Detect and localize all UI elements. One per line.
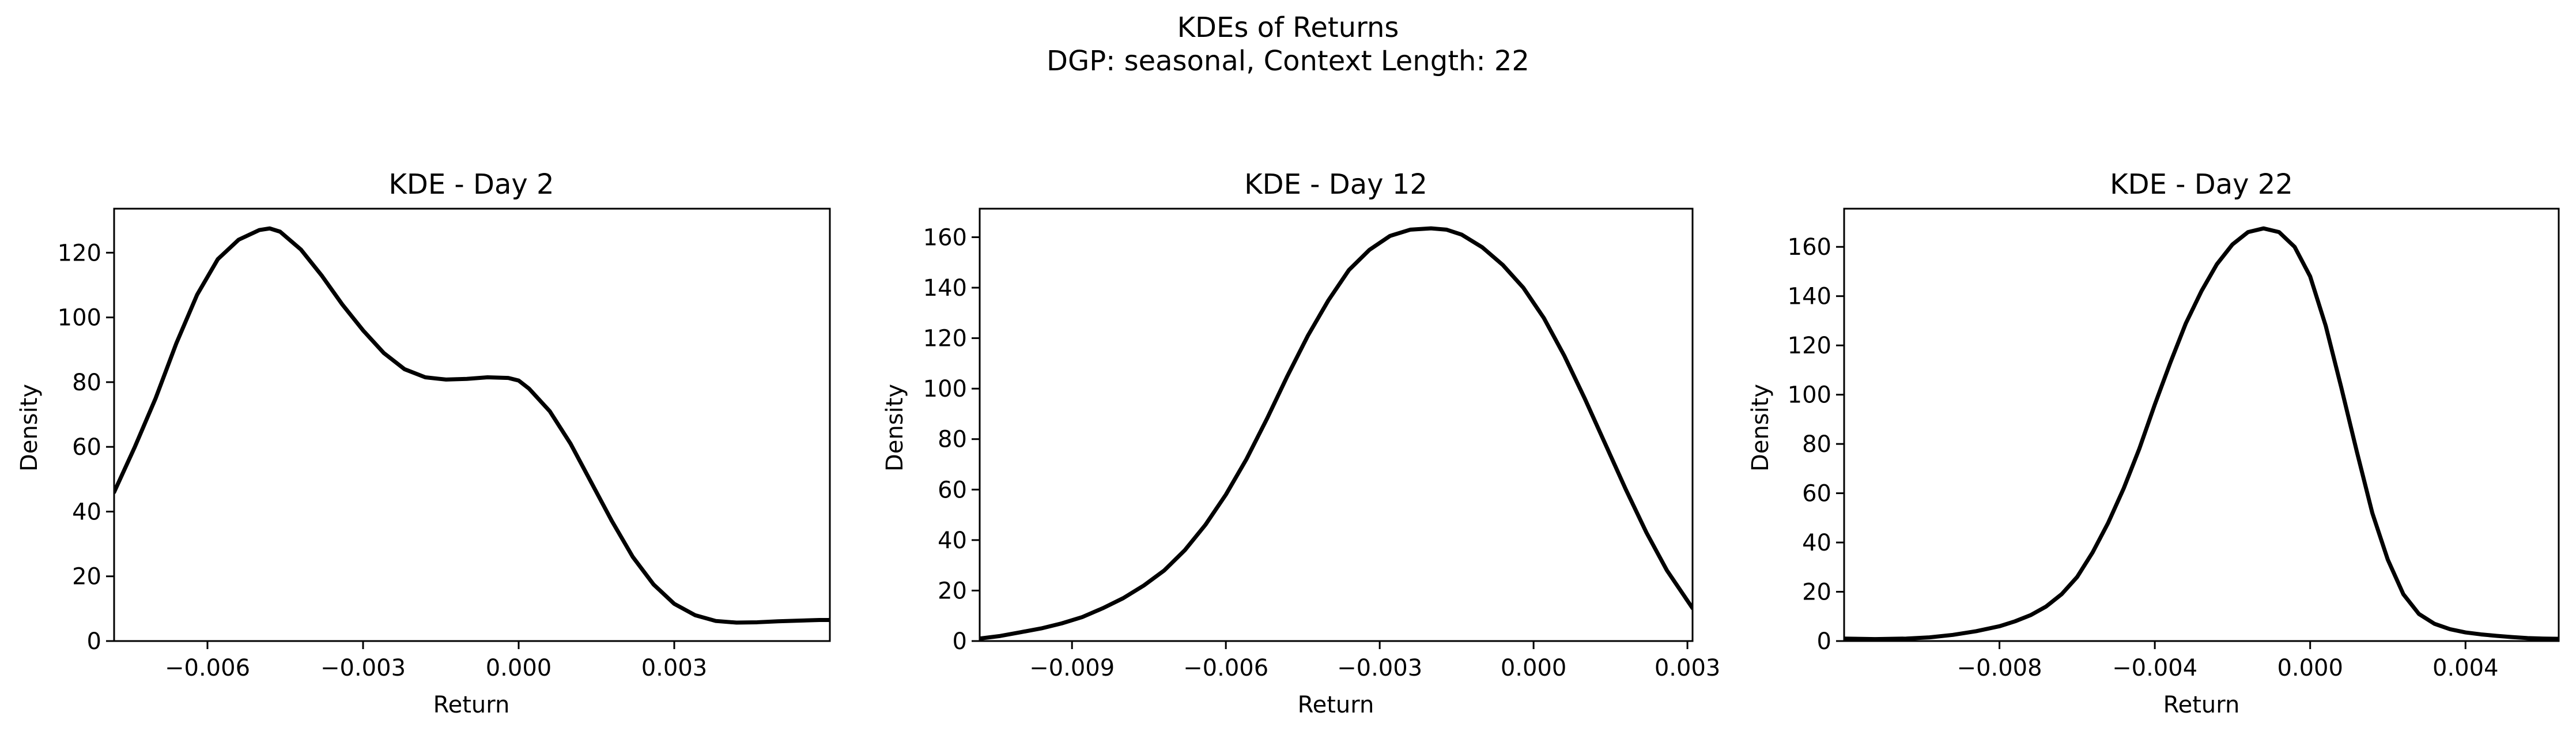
y-tick-label: 0 <box>87 628 101 655</box>
x-axis-label: Return <box>1298 692 1374 718</box>
x-axis-label: Return <box>2163 692 2240 718</box>
y-tick-label: 40 <box>938 527 967 554</box>
x-tick-label: 0.000 <box>2277 655 2343 681</box>
y-tick-label: 40 <box>1802 530 1831 556</box>
y-tick-label: 20 <box>1802 579 1831 606</box>
x-tick-label: −0.009 <box>1029 655 1115 681</box>
y-axis-label: Density <box>16 384 43 472</box>
y-tick-label: 60 <box>938 477 967 503</box>
axes-frame <box>113 208 831 642</box>
x-tick-label: −0.003 <box>1337 655 1422 681</box>
kde-curve-line <box>980 226 1693 641</box>
x-tick-label: −0.008 <box>1957 655 2042 681</box>
y-tick-label: 0 <box>1817 628 1831 655</box>
y-tick-label: 80 <box>938 427 967 453</box>
subplot-day-2: KDE - Day 2 Return Density −0.006 −0.003 0… <box>16 168 831 718</box>
subplot-title: KDE - Day 22 <box>2110 168 2293 201</box>
x-tick-label: −0.006 <box>1183 655 1268 681</box>
figure-suptitle-line1: KDEs of Returns <box>1177 12 1399 44</box>
y-tick-label: 0 <box>953 628 967 655</box>
x-tick-label: 0.003 <box>641 655 708 681</box>
y-tick-label: 80 <box>72 370 101 396</box>
x-tick-label: 0.000 <box>1501 655 1567 681</box>
figure-suptitle-line2: DGP: seasonal, Context Length: 22 <box>1047 45 1529 77</box>
y-tick-label: 160 <box>923 224 967 251</box>
axes-frame <box>1843 208 2560 642</box>
y-tick-label: 140 <box>923 275 967 301</box>
x-axis-label: Return <box>433 692 510 718</box>
y-tick-label: 100 <box>58 305 101 331</box>
x-tick-label: 0.004 <box>2433 655 2499 681</box>
x-tick-label: −0.006 <box>165 655 250 681</box>
subplot-day-22: KDE - Day 22 Return Density −0.008 −0.004… <box>1747 168 2560 718</box>
x-tick-label: −0.004 <box>2112 655 2197 681</box>
y-axis-label: Density <box>1747 384 1774 472</box>
y-tick-label: 60 <box>1802 481 1831 507</box>
x-tick-label: 0.003 <box>1655 655 1721 681</box>
y-tick-label: 20 <box>938 578 967 604</box>
y-tick-label: 140 <box>1788 284 1831 310</box>
y-tick-label: 60 <box>72 434 101 461</box>
y-axis-label: Density <box>882 384 908 472</box>
y-tick-label: 120 <box>58 240 101 266</box>
subplot-title: KDE - Day 12 <box>1244 168 1427 201</box>
y-tick-label: 20 <box>72 564 101 590</box>
y-tick-label: 80 <box>1802 431 1831 458</box>
x-tick-label: −0.003 <box>320 655 406 681</box>
y-tick-label: 120 <box>923 326 967 352</box>
y-tick-label: 120 <box>1788 333 1831 359</box>
y-tick-label: 40 <box>72 499 101 525</box>
y-tick-label: 160 <box>1788 234 1831 261</box>
x-tick-label: 0.000 <box>486 655 552 681</box>
kde-curve-line <box>1844 226 2559 641</box>
subplot-day-12: KDE - Day 12 Return Density −0.009 −0.006… <box>882 168 1720 718</box>
axes-frame <box>979 208 1694 642</box>
subplot-title: KDE - Day 2 <box>388 168 554 201</box>
kde-curve-line <box>114 226 830 625</box>
y-tick-label: 100 <box>923 376 967 402</box>
y-tick-label: 100 <box>1788 382 1831 409</box>
